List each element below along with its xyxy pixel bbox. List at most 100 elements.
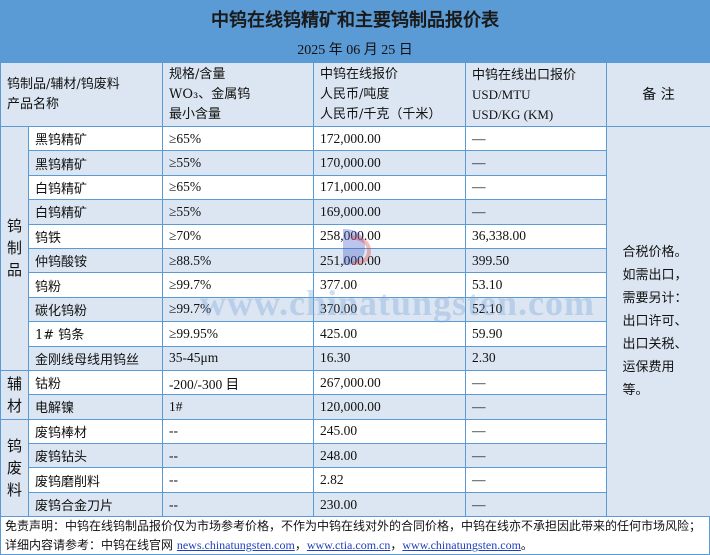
price-rmb: 370.00 (313, 296, 467, 323)
header-usd: 中钨在线出口报价 USD/MTU USD/KG (KM) (465, 62, 608, 127)
price-rmb: 251,000.00 (313, 247, 467, 274)
price-rmb: 171,000.00 (313, 174, 467, 201)
product-name: 钨粉 (27, 272, 164, 298)
spec: ≥65% (162, 125, 315, 152)
price-usd: — (465, 369, 608, 396)
price-usd: — (465, 443, 608, 469)
price-usd: 399.50 (465, 247, 608, 274)
price-rmb: 425.00 (313, 321, 467, 347)
spec: ≥55% (162, 150, 315, 176)
product-name: 金刚线母线用钨丝 (27, 345, 164, 371)
product-name: 1# 钨条 (27, 321, 164, 347)
spec: -200/-300 目 (162, 369, 315, 396)
table-row: 金刚线母线用钨丝 35-45μm 16.30 2.30 (1, 345, 710, 371)
product-name: 白钨精矿 (27, 199, 164, 225)
link-ctia[interactable]: www.ctia.com.cn (306, 538, 391, 552)
header-line: WO₃、金属钨 (169, 86, 251, 102)
price-usd: 2.30 (465, 345, 608, 371)
price-rmb: 258,000.00 (313, 223, 467, 249)
footer: 免责声明：中钨在线钨制品报价仅为市场参考价格，不作为中钨在线对外的合同价格，中钨… (0, 516, 710, 555)
category-cell: 辅材 (0, 369, 29, 420)
header-line: 人民币/千克（千米） (320, 106, 442, 122)
product-name: 钨铁 (27, 223, 164, 249)
price-usd: — (465, 174, 608, 201)
link-chinatungsten[interactable]: www.chinatungsten.com (402, 538, 521, 552)
header-line: 中钨在线报价 (320, 66, 399, 82)
spec: ≥65% (162, 174, 315, 201)
price-rmb: 16.30 (313, 345, 467, 371)
remarks-text: 合税价格。如需出口，需要另计：出口许可、出口关税、运保费用等。 (622, 245, 688, 399)
price-usd: — (465, 467, 608, 493)
price-rmb: 120,000.00 (313, 394, 467, 420)
table-row: 废钨磨削料 -- 2.82— (1, 467, 710, 493)
spec: ≥99.7% (162, 272, 315, 298)
table-row: 仲钨酸铵 ≥88.5% 251,000.00 399.50 (1, 247, 710, 274)
link-news[interactable]: news.chinatungsten.com (176, 538, 295, 552)
price-usd: — (465, 150, 608, 176)
page-title: 中钨在线钨精矿和主要钨制品报价表 (0, 0, 710, 40)
price-usd: — (465, 394, 608, 420)
table-row: 废钨合金刀片 -- 230.00— (1, 491, 710, 518)
header-line: USD/KG (KM) (472, 106, 554, 122)
table-row: 碳化钨粉 ≥99.7% 370.00 52.10 (1, 296, 710, 323)
table-row: 白钨精矿 ≥55% 169,000.00— (1, 199, 710, 225)
price-rmb: 172,000.00 (313, 125, 467, 152)
spec: -- (162, 418, 315, 445)
price-usd: — (465, 199, 608, 225)
header-line: 规格/含量 (169, 66, 226, 82)
table-row: 黑钨精矿 ≥55% 170,000.00— (1, 150, 710, 176)
spec: -- (162, 467, 315, 493)
header-spec: 规格/含量 WO₃、金属钨 最小含量 (162, 62, 315, 127)
header-line: 产品名称 (7, 96, 60, 112)
price-rmb: 248.00 (313, 443, 467, 469)
category-cell: 钨废料 (0, 418, 29, 518)
report-date: 2025 年 06 月 25 日 (0, 40, 710, 62)
product-name: 黑钨精矿 (27, 125, 164, 152)
table-row: 辅材 钴粉 -200/-300 目 267,000.00— (0, 369, 710, 420)
header-product: 钨制品/辅材/钨废料 产品名称 (0, 62, 164, 127)
header-line: 钨制品/辅材/钨废料 (7, 76, 120, 92)
price-rmb: 170,000.00 (313, 150, 467, 176)
category-label: 辅材 (7, 374, 23, 415)
price-usd: — (465, 491, 608, 518)
table-row: 钨铁 ≥70% 258,000.00 36,338.00 (1, 223, 710, 249)
table-header: 钨制品/辅材/钨废料 产品名称 规格/含量 WO₃、金属钨 最小含量 中钨在线报价人民… (0, 62, 710, 127)
price-usd: — (465, 125, 608, 152)
table-row: 钨制品 黑钨精矿 ≥65% 172,000.00— 合税价格。如需出口，需要另计：出口许… (0, 125, 710, 518)
price-rmb: 245.00 (313, 418, 467, 445)
product-name: 废钨磨削料 (27, 467, 164, 493)
category-label: 钨废料 (7, 436, 23, 499)
product-name: 仲钨酸铵 (27, 247, 164, 274)
separator: ， (294, 538, 307, 552)
price-rmb: 267,000.00 (313, 369, 467, 396)
product-name: 黑钨精矿 (27, 150, 164, 176)
spec: ≥99.7% (162, 296, 315, 323)
product-name: 碳化钨粉 (27, 296, 164, 323)
spec: ≥70% (162, 223, 315, 249)
spec: ≥55% (162, 199, 315, 225)
table-row: 电解镍 1# 120,000.00— (1, 394, 710, 420)
product-name: 钴粉 (27, 369, 164, 396)
spec: ≥88.5% (162, 247, 315, 274)
product-name: 废钨棒材 (27, 418, 164, 445)
table-row: 钨废料 废钨棒材 -- 245.00— (0, 418, 710, 518)
product-name: 废钨合金刀片 (27, 491, 164, 518)
table-row: 废钨钻头 -- 248.00— (1, 443, 710, 469)
header-remarks: 备 注 (606, 62, 710, 127)
product-name: 白钨精矿 (27, 174, 164, 201)
period: 。 (520, 538, 533, 552)
header-line: 中钨在线出口报价 (472, 66, 577, 82)
price-usd: 53.10 (465, 272, 608, 298)
spec: -- (162, 443, 315, 469)
price-rmb: 377.00 (313, 272, 467, 298)
spec: 35-45μm (162, 345, 315, 371)
reference-label: 详细内容请参考：中钨在线官网 (5, 538, 177, 552)
separator: ， (390, 538, 403, 552)
disclaimer: 免责声明：中钨在线钨制品报价仅为市场参考价格，不作为中钨在线对外的合同价格，中钨… (5, 519, 702, 533)
header-line: 最小含量 (169, 106, 222, 122)
price-usd: 59.90 (465, 321, 608, 347)
table-row: 钨粉 ≥99.7% 377.00 53.10 (1, 272, 710, 298)
product-name: 电解镍 (27, 394, 164, 420)
remarks-cell: 合税价格。如需出口，需要另计：出口许可、出口关税、运保费用等。 (606, 125, 710, 518)
spec: ≥99.95% (162, 321, 315, 347)
